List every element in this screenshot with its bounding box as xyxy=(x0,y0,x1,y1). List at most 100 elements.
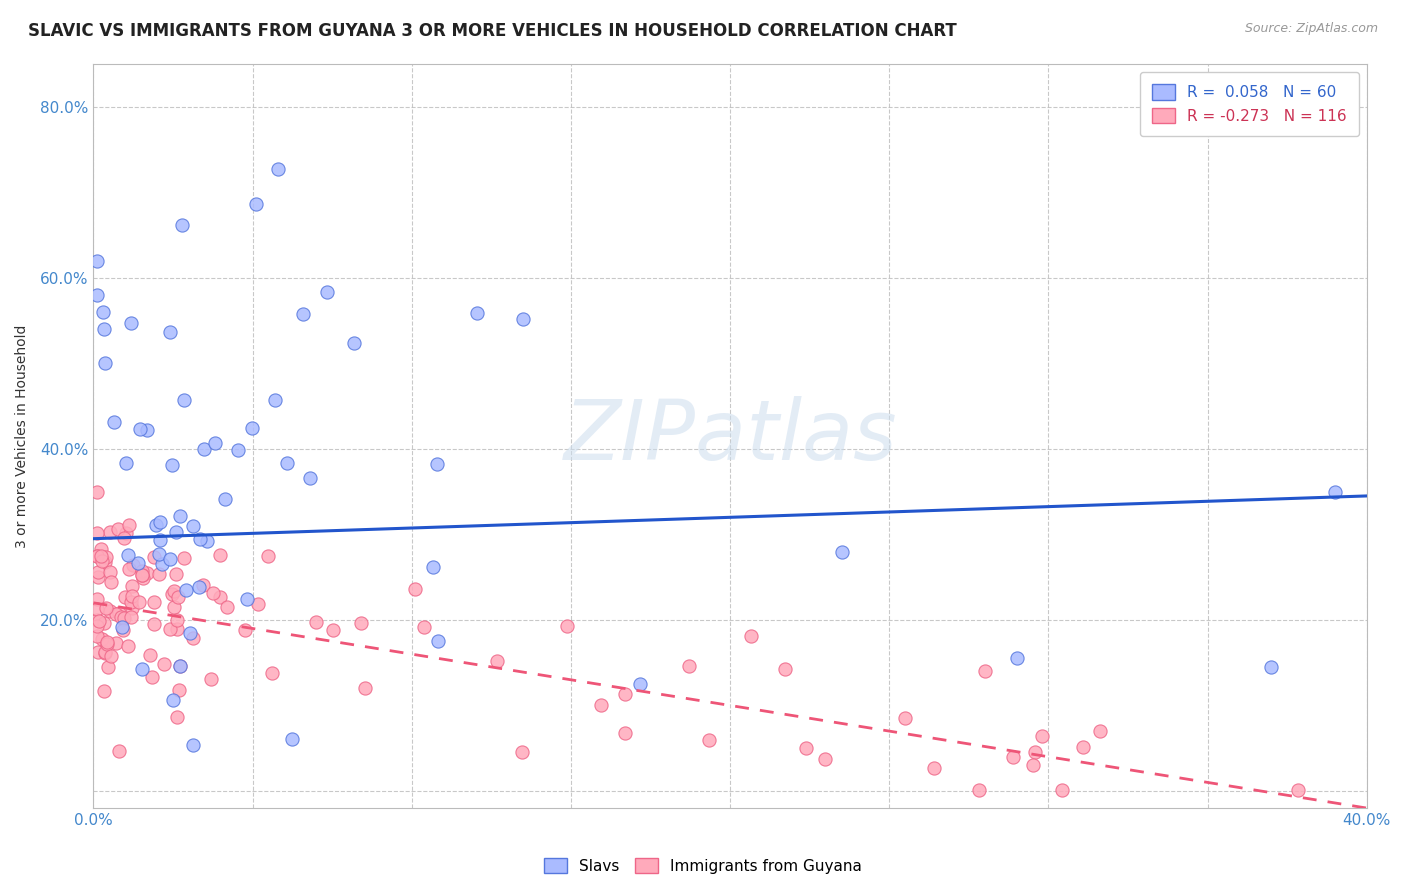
Point xyxy=(512,312,534,326)
Point xyxy=(148,566,170,581)
Point xyxy=(510,745,533,759)
Point xyxy=(266,162,288,177)
Point xyxy=(143,595,166,609)
Point xyxy=(145,518,167,533)
Point xyxy=(159,622,181,636)
Point xyxy=(148,547,170,561)
Point xyxy=(1005,651,1028,665)
Point xyxy=(162,584,184,599)
Point xyxy=(256,549,278,563)
Point xyxy=(136,423,159,437)
Point xyxy=(90,542,112,557)
Point xyxy=(86,613,108,627)
Point xyxy=(188,580,211,594)
Point xyxy=(127,556,149,570)
Point xyxy=(188,532,211,546)
Point xyxy=(120,316,142,330)
Point xyxy=(96,637,118,651)
Point xyxy=(173,392,195,407)
Point xyxy=(100,649,122,664)
Point xyxy=(93,684,115,698)
Point xyxy=(404,582,426,597)
Point xyxy=(166,613,188,627)
Point xyxy=(132,571,155,585)
Point xyxy=(166,709,188,723)
Point xyxy=(240,421,263,435)
Point xyxy=(413,620,436,634)
Point xyxy=(121,589,143,603)
Point xyxy=(1024,745,1046,759)
Point xyxy=(94,356,117,370)
Point xyxy=(117,639,139,653)
Point xyxy=(353,681,375,695)
Point xyxy=(152,657,174,672)
Text: SLAVIC VS IMMIGRANTS FROM GUYANA 3 OR MORE VEHICLES IN HOUSEHOLD CORRELATION CHA: SLAVIC VS IMMIGRANTS FROM GUYANA 3 OR MO… xyxy=(28,22,957,40)
Point xyxy=(135,566,157,580)
Point xyxy=(1090,724,1112,739)
Point xyxy=(1260,660,1282,674)
Point xyxy=(193,442,215,457)
Point xyxy=(139,648,162,662)
Point xyxy=(176,583,198,598)
Point xyxy=(181,519,204,533)
Legend: R =  0.058   N = 60, R = -0.273   N = 116: R = 0.058 N = 60, R = -0.273 N = 116 xyxy=(1140,71,1360,136)
Point xyxy=(96,600,118,615)
Point xyxy=(118,518,141,533)
Point xyxy=(208,549,231,563)
Point xyxy=(233,624,256,638)
Point xyxy=(96,550,118,565)
Legend: Slavs, Immigrants from Guyana: Slavs, Immigrants from Guyana xyxy=(538,852,868,880)
Point xyxy=(94,555,117,569)
Point xyxy=(150,558,173,572)
Point xyxy=(97,660,120,674)
Point xyxy=(165,567,187,582)
Point xyxy=(169,659,191,673)
Point xyxy=(245,197,267,211)
Point xyxy=(98,525,121,540)
Point xyxy=(173,550,195,565)
Point xyxy=(142,550,165,565)
Point xyxy=(831,544,853,558)
Point xyxy=(465,306,488,320)
Point xyxy=(1323,484,1346,499)
Text: Source: ZipAtlas.com: Source: ZipAtlas.com xyxy=(1244,22,1378,36)
Point xyxy=(86,526,108,541)
Point xyxy=(162,587,184,601)
Point xyxy=(1286,783,1309,797)
Point xyxy=(93,322,115,336)
Point xyxy=(143,616,166,631)
Point xyxy=(122,558,145,572)
Point xyxy=(86,253,108,268)
Point xyxy=(169,682,191,697)
Point xyxy=(967,783,990,797)
Point xyxy=(614,687,637,701)
Point xyxy=(131,564,153,578)
Point xyxy=(117,548,139,562)
Point xyxy=(195,533,218,548)
Point xyxy=(87,565,110,579)
Point xyxy=(236,591,259,606)
Point xyxy=(1071,739,1094,754)
Point xyxy=(86,549,108,563)
Point xyxy=(169,509,191,524)
Point xyxy=(131,568,153,582)
Point xyxy=(264,392,287,407)
Point xyxy=(112,611,135,625)
Y-axis label: 3 or more Vehicles in Household: 3 or more Vehicles in Household xyxy=(15,325,30,548)
Point xyxy=(131,567,153,582)
Point xyxy=(100,574,122,589)
Point xyxy=(107,606,129,620)
Point xyxy=(281,731,304,746)
Point xyxy=(740,629,762,643)
Point xyxy=(110,610,132,624)
Point xyxy=(200,672,222,686)
Point xyxy=(166,622,188,636)
Point xyxy=(305,615,328,629)
Point xyxy=(247,597,270,611)
Point xyxy=(226,443,249,458)
Point xyxy=(628,677,651,691)
Point xyxy=(794,741,817,756)
Point xyxy=(217,599,239,614)
Point xyxy=(1021,758,1043,772)
Point xyxy=(98,565,121,579)
